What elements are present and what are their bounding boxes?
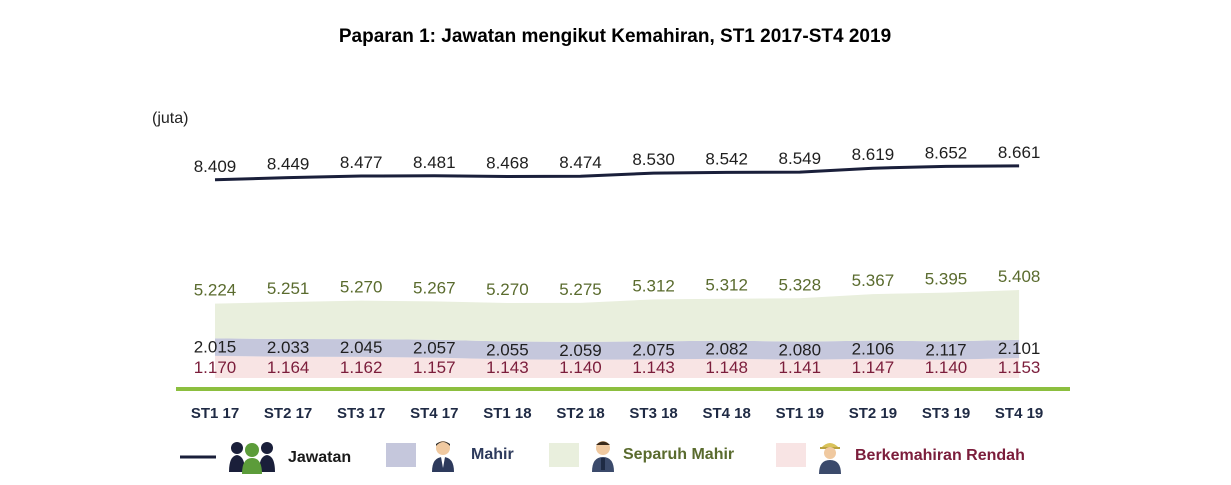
- data-label-jawatan: 8.477: [340, 153, 383, 172]
- unit-label: (juta): [152, 110, 188, 127]
- x-tick-label: ST1 17: [191, 405, 239, 422]
- data-label-mahir: 2.117: [925, 340, 966, 359]
- x-tick-label: ST3 19: [922, 405, 970, 422]
- legend-label-mahir: Mahir: [471, 446, 514, 463]
- legend-swatch-mahir: [386, 443, 416, 467]
- legend-label-berkemahiran-rendah: Berkemahiran Rendah: [855, 447, 1025, 464]
- legend-label-jawatan: Jawatan: [288, 449, 351, 466]
- data-label-mahir: 2.055: [486, 341, 529, 360]
- people-group-icon: [229, 442, 275, 474]
- data-label-berkemahiran-rendah: 1.147: [852, 358, 895, 377]
- data-label-separuh-mahir: 5.367: [852, 271, 895, 290]
- data-label-separuh-mahir: 5.395: [925, 270, 968, 289]
- businessman-icon: [432, 441, 454, 472]
- data-label-berkemahiran-rendah: 1.170: [194, 358, 237, 377]
- area-mahir: [215, 338, 1020, 360]
- legend: Jawatan Mahir Separuh Mahir Berkemahiran…: [180, 441, 1025, 474]
- data-label-separuh-mahir: 5.328: [779, 275, 822, 294]
- data-label-jawatan: 8.619: [852, 145, 895, 164]
- chart-title: Paparan 1: Jawatan mengikut Kemahiran, S…: [339, 26, 891, 47]
- data-label-mahir: 2.101: [998, 339, 1041, 358]
- data-label-berkemahiran-rendah: 1.157: [413, 358, 456, 377]
- series-areas: [215, 290, 1020, 378]
- area-separuh-mahir: [215, 290, 1020, 342]
- data-label-separuh-mahir: 5.251: [267, 279, 310, 298]
- series-lines: [214, 164, 1020, 182]
- data-label-mahir: 2.057: [413, 339, 456, 358]
- data-label-separuh-mahir: 5.408: [998, 267, 1041, 286]
- x-tick-label: ST1 19: [776, 405, 824, 422]
- data-labels: 8.409 8.449 8.477 8.481 8.468 8.474 8.530 8.542…: [194, 143, 1041, 377]
- data-label-separuh-mahir: 5.275: [559, 280, 602, 299]
- x-tick-label: ST3 17: [337, 405, 385, 422]
- x-tick-label: ST4 17: [410, 405, 458, 422]
- data-label-jawatan: 8.468: [486, 154, 529, 173]
- x-tick-label: ST4 19: [995, 405, 1043, 422]
- x-tick-label: ST2 17: [264, 405, 312, 422]
- office-worker-icon: [592, 441, 614, 472]
- data-label-separuh-mahir: 5.312: [705, 276, 748, 295]
- data-label-mahir: 2.075: [632, 340, 675, 359]
- data-label-mahir: 2.059: [559, 341, 602, 360]
- data-label-separuh-mahir: 5.224: [194, 281, 237, 300]
- data-label-berkemahiran-rendah: 1.148: [705, 358, 748, 377]
- data-label-berkemahiran-rendah: 1.164: [267, 358, 310, 377]
- data-label-jawatan: 8.409: [194, 157, 237, 176]
- data-label-mahir: 2.045: [340, 338, 383, 357]
- data-label-berkemahiran-rendah: 1.153: [998, 358, 1041, 377]
- data-label-mahir: 2.106: [852, 340, 895, 359]
- data-label-jawatan: 8.542: [705, 149, 748, 168]
- legend-swatch-berkemahiran-rendah: [776, 443, 806, 467]
- data-label-berkemahiran-rendah: 1.143: [486, 358, 529, 377]
- data-label-mahir: 2.080: [779, 341, 822, 360]
- x-tick-labels: ST1 17 ST2 17 ST3 17 ST4 17 ST1 18 ST2 18 ST3 …: [191, 405, 1043, 422]
- data-label-berkemahiran-rendah: 1.162: [340, 358, 383, 377]
- data-label-berkemahiran-rendah: 1.140: [925, 358, 968, 377]
- legend-label-separuh-mahir: Separuh Mahir: [623, 446, 734, 463]
- data-label-separuh-mahir: 5.270: [486, 280, 529, 299]
- data-label-jawatan: 8.652: [925, 143, 968, 162]
- data-label-jawatan: 8.449: [267, 155, 310, 174]
- data-label-jawatan: 8.661: [998, 143, 1041, 162]
- data-label-jawatan: 8.474: [559, 153, 602, 172]
- area-berkemahiran-rendah: [215, 355, 1020, 378]
- data-label-mahir: 2.015: [194, 337, 237, 356]
- data-label-separuh-mahir: 5.270: [340, 278, 383, 297]
- x-tick-label: ST4 18: [703, 405, 751, 422]
- data-label-jawatan: 8.481: [413, 153, 456, 172]
- data-label-jawatan: 8.549: [779, 149, 822, 168]
- line-jawatan: [214, 164, 1020, 182]
- x-tick-label: ST1 18: [483, 405, 531, 422]
- data-label-berkemahiran-rendah: 1.141: [779, 358, 822, 377]
- x-tick-label: ST2 19: [849, 405, 897, 422]
- data-label-jawatan: 8.530: [632, 150, 675, 169]
- data-label-berkemahiran-rendah: 1.143: [632, 358, 675, 377]
- data-label-separuh-mahir: 5.267: [413, 278, 456, 297]
- data-label-berkemahiran-rendah: 1.140: [559, 358, 602, 377]
- legend-swatch-separuh-mahir: [549, 443, 579, 467]
- data-label-mahir: 2.033: [267, 338, 310, 357]
- worker-helmet-icon: [819, 443, 841, 474]
- data-label-mahir: 2.082: [705, 340, 748, 359]
- x-tick-label: ST3 18: [629, 405, 677, 422]
- data-label-separuh-mahir: 5.312: [632, 276, 675, 295]
- x-tick-label: ST2 18: [556, 405, 604, 422]
